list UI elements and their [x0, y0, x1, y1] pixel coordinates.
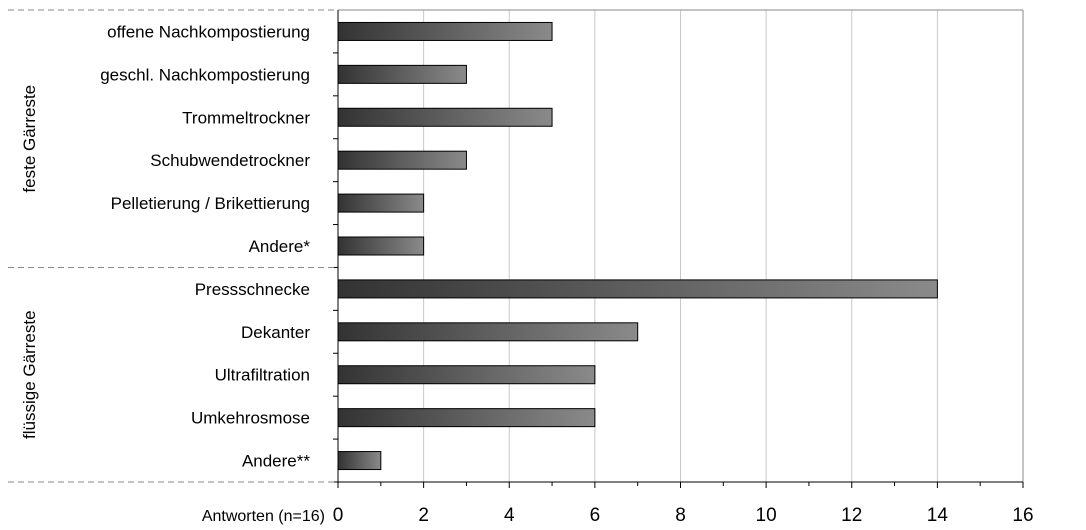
axes	[333, 9, 1024, 488]
bar	[337, 150, 467, 170]
category-labels: offene Nachkompostierung geschl. Nachkomp…	[100, 22, 310, 470]
group-label: feste Gärreste	[20, 85, 39, 193]
bar	[337, 193, 425, 213]
bars	[337, 21, 938, 471]
group-label: flüssige Gärreste	[20, 310, 39, 439]
bar	[337, 279, 938, 299]
group-labels: feste Gärreste flüssige Gärreste	[8, 9, 338, 483]
x-tick-label: 2	[418, 505, 429, 526]
category-label: Ultrafiltration	[215, 366, 310, 385]
category-label: offene Nachkompostierung	[107, 22, 310, 41]
bar	[337, 107, 553, 127]
x-tick-label: 10	[756, 505, 777, 526]
bar	[337, 236, 425, 256]
x-tick-labels: 0 2 4 6 8 10 12 14 16	[333, 505, 1034, 526]
x-tick-label: 14	[927, 505, 949, 526]
category-label: Pelletierung / Brikettierung	[111, 194, 310, 213]
x-axis-title: Antworten (n=16)	[202, 508, 325, 525]
x-tick-label: 12	[841, 505, 862, 526]
x-tick-label: 8	[675, 505, 686, 526]
x-tick-label: 0	[333, 505, 344, 526]
bar	[337, 408, 596, 428]
category-label: geschl. Nachkompostierung	[100, 65, 310, 84]
bar	[337, 365, 596, 385]
category-label: Trommeltrockner	[182, 108, 310, 127]
category-label: Schubwendetrockner	[150, 151, 310, 170]
x-tick-label: 16	[1012, 505, 1033, 526]
category-label: Pressschnecke	[195, 280, 310, 299]
category-label: Dekanter	[241, 323, 310, 342]
bar	[337, 451, 382, 471]
bar	[337, 322, 639, 342]
category-label: Umkehrosmose	[191, 409, 310, 428]
x-tick-label: 4	[504, 505, 515, 526]
x-tick-label: 6	[590, 505, 601, 526]
category-label: Andere**	[242, 452, 310, 471]
gridlines	[423, 10, 1024, 482]
bar	[337, 21, 553, 41]
category-label: Andere*	[249, 237, 311, 256]
bar	[337, 64, 467, 84]
